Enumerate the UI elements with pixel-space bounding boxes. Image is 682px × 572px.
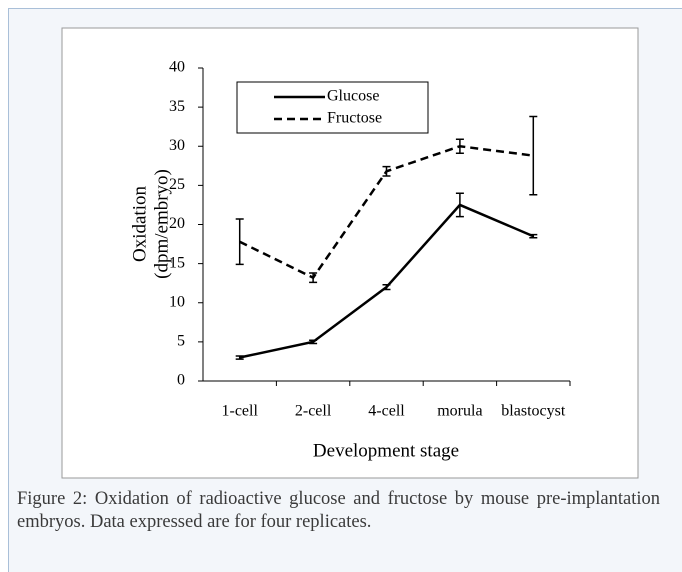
y-tick-label: 0 [177, 372, 185, 389]
y-tick-label: 35 [169, 98, 185, 115]
y-tick-label: 25 [169, 176, 185, 193]
y-tick-label: 40 [169, 59, 185, 76]
y-tick-label: 30 [169, 137, 185, 154]
x-tick-label: 1-cell [221, 403, 258, 420]
y-tick-label: 15 [169, 254, 185, 271]
error-bar [382, 284, 391, 291]
x-tick-label: morula [437, 403, 482, 420]
x-tick-label: 2-cell [295, 403, 332, 420]
error-bar [235, 218, 244, 266]
y-tick-label: 10 [169, 293, 185, 310]
y-tick-label: 5 [177, 333, 185, 350]
error-bar [309, 272, 318, 284]
y-axis-label: Oxidation [129, 186, 150, 262]
error-bar [529, 233, 538, 239]
x-axis-label: Development stage [313, 440, 459, 461]
x-tick-label: 4-cell [368, 403, 405, 420]
error-bar [382, 165, 391, 177]
error-bar [455, 192, 464, 218]
chart: Oxidation (dpm/embryo) Development stage… [61, 27, 639, 479]
legend-label: Glucose [327, 88, 379, 105]
error-bar [235, 355, 244, 360]
error-bar [455, 138, 464, 155]
error-bar [529, 115, 538, 196]
legend-label: Fructose [327, 110, 382, 127]
y-axis-label: (dpm/embryo) [151, 169, 172, 279]
caption: Figure 2: Oxidation of radioactive gluco… [17, 489, 660, 532]
x-tick-label: blastocyst [501, 403, 566, 420]
y-tick-label: 20 [169, 215, 185, 232]
legend-box [236, 81, 429, 134]
error-bar [309, 339, 318, 345]
